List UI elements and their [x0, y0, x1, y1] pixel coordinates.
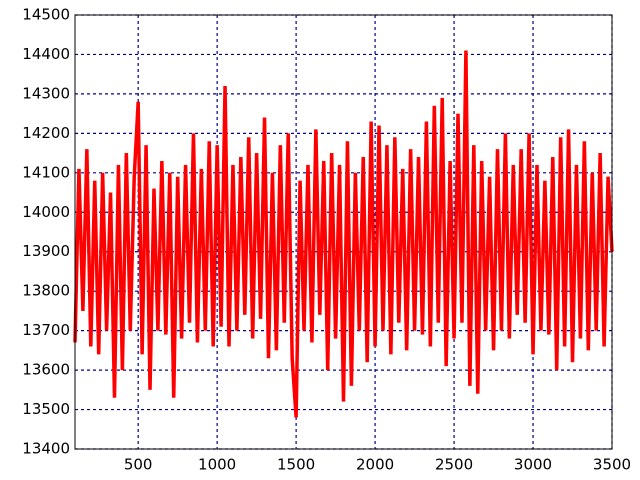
y-tick-label: 13600	[22, 361, 70, 379]
y-tick-label: 14000	[22, 203, 70, 221]
y-tick-label: 14200	[22, 124, 70, 142]
x-tick-label: 2000	[356, 456, 394, 474]
y-tick-label: 13900	[22, 242, 70, 260]
x-tick-label: 3000	[514, 456, 552, 474]
x-tick-label: 1500	[277, 456, 315, 474]
y-tick-label: 13400	[22, 440, 70, 458]
y-tick-label: 14300	[22, 84, 70, 102]
y-tick-label: 14100	[22, 163, 70, 181]
data-line	[73, 50, 614, 418]
y-tick-label: 13700	[22, 321, 70, 339]
y-tick-label: 14500	[22, 6, 70, 24]
y-tick-label: 13500	[22, 400, 70, 418]
x-tick-label: 500	[124, 456, 153, 474]
y-tick-label: 14400	[22, 45, 70, 63]
x-tick-label: 1000	[198, 456, 236, 474]
x-tick-label: 2500	[435, 456, 473, 474]
x-tick-label: 3500	[593, 456, 631, 474]
plot-frame	[74, 14, 613, 450]
y-tick-label: 13800	[22, 282, 70, 300]
